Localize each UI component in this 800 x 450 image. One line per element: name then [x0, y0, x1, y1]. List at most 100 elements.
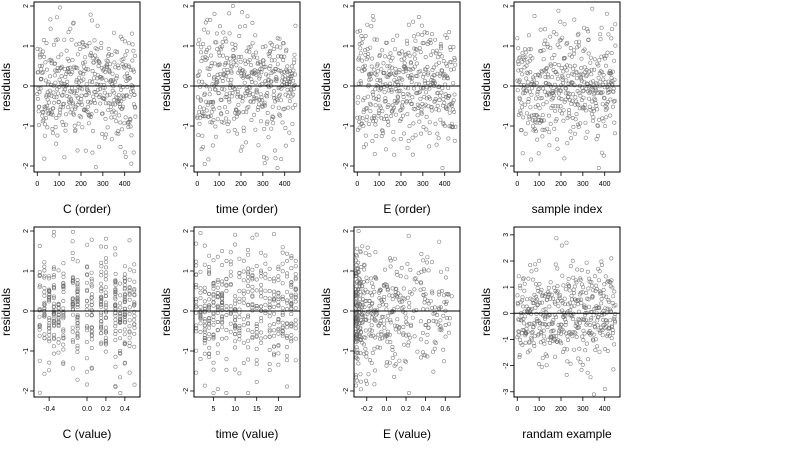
residual-point: [378, 318, 383, 323]
residual-point: [537, 326, 542, 331]
residual-point: [601, 77, 606, 82]
residual-point: [401, 286, 406, 291]
residual-point: [439, 288, 444, 293]
residual-point: [558, 331, 563, 336]
residual-point: [51, 313, 56, 318]
residual-point: [548, 121, 553, 126]
residual-point: [228, 56, 233, 61]
residual-point: [293, 299, 298, 304]
residual-point: [240, 10, 245, 15]
residual-point: [402, 56, 407, 61]
residual-point: [283, 143, 288, 148]
residual-point: [220, 300, 225, 305]
residual-point: [373, 335, 378, 340]
residual-point: [371, 116, 376, 121]
residual-point: [438, 324, 443, 329]
residual-point: [564, 68, 569, 73]
residual-point: [289, 339, 294, 344]
residual-point: [369, 315, 374, 320]
residual-point: [425, 255, 430, 260]
residual-point: [213, 134, 218, 139]
residual-point: [376, 323, 381, 328]
y-axis-label: residuals: [319, 63, 333, 111]
residual-point: [253, 127, 258, 132]
residual-point: [75, 284, 80, 289]
residual-point: [85, 272, 90, 277]
residual-point: [611, 294, 616, 299]
residual-point: [219, 119, 224, 124]
x-tick-label: 400: [279, 181, 291, 188]
residual-point: [421, 72, 426, 77]
residual-point: [568, 136, 573, 141]
residual-point: [267, 303, 272, 308]
residual-point: [441, 313, 446, 318]
residual-point: [601, 119, 606, 124]
residual-point: [51, 106, 56, 111]
plot-frame: [353, 1, 461, 173]
residual-point: [46, 108, 51, 113]
residual-point: [362, 63, 367, 68]
residual-point: [97, 144, 102, 149]
residual-point: [233, 325, 238, 330]
residual-point: [597, 306, 602, 311]
residual-point: [122, 121, 127, 126]
residual-point: [447, 316, 452, 321]
residual-point: [527, 116, 532, 121]
residual-point: [55, 37, 60, 42]
y-tick-label: -2: [503, 163, 510, 169]
residual-point: [47, 315, 52, 320]
residual-point: [51, 294, 56, 299]
plot-frame: [193, 1, 301, 173]
residual-point: [533, 305, 538, 310]
residual-point: [37, 244, 42, 249]
residual-point: [414, 308, 419, 313]
residual-point: [583, 135, 588, 140]
residual-point: [563, 322, 568, 327]
residual-point: [259, 340, 264, 345]
residual-point: [87, 91, 92, 96]
residual-point: [360, 58, 365, 63]
residual-point: [432, 346, 437, 351]
residual-point: [197, 37, 202, 42]
residual-point: [237, 296, 242, 301]
residual-point: [70, 102, 75, 107]
residual-point: [561, 118, 566, 123]
residual-point: [421, 41, 426, 46]
residual-point: [551, 296, 556, 301]
residual-point: [583, 120, 588, 125]
residual-point: [224, 95, 229, 100]
residual-point: [254, 334, 259, 339]
residual-point: [257, 76, 262, 81]
residual-point: [390, 347, 395, 352]
residual-point: [424, 340, 429, 345]
residual-point: [567, 114, 572, 119]
residual-point: [517, 97, 522, 102]
residual-point: [131, 89, 136, 94]
residual-point: [127, 318, 132, 323]
plot-frame: [513, 1, 621, 173]
residual-point: [246, 45, 251, 50]
residual-point: [280, 261, 285, 266]
residual-point: [592, 57, 597, 62]
residual-point: [385, 313, 390, 318]
residual-point: [267, 368, 272, 373]
residual-point: [537, 86, 542, 91]
residual-point: [372, 152, 377, 157]
residual-point: [211, 367, 216, 372]
residual-point: [357, 286, 362, 291]
residual-point: [89, 312, 94, 317]
residual-point: [70, 296, 75, 301]
residual-point: [356, 66, 361, 71]
residual-point: [589, 67, 594, 72]
residual-point: [403, 320, 408, 325]
residual-point: [518, 286, 523, 291]
residual-point: [421, 74, 426, 79]
residual-point: [574, 76, 579, 81]
residual-point: [75, 282, 80, 287]
residual-point: [415, 349, 420, 354]
residual-point: [104, 342, 109, 347]
residual-point: [606, 32, 611, 37]
residual-point: [544, 65, 549, 70]
residual-point: [589, 72, 594, 77]
residual-point: [388, 320, 393, 325]
